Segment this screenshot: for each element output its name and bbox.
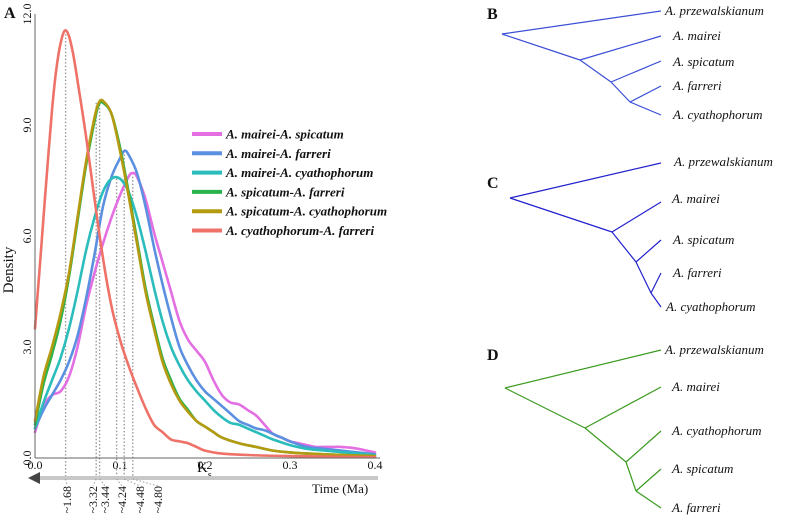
tree-branch	[584, 386, 662, 429]
tree-branch	[579, 35, 662, 61]
tree-tip-label: A. spicatum	[672, 54, 734, 69]
tree-branch	[504, 349, 662, 389]
tree-branch	[610, 81, 631, 103]
tree-tip-label: A. mairei	[671, 379, 720, 394]
tree-tip-label: A. farreri	[672, 78, 722, 93]
time-axis-arrowhead	[28, 472, 40, 484]
tree-c: C A. przewalskianum A. mairei A. spicatum A.…	[487, 154, 773, 314]
tree-tip-label: A. cyathophorum	[671, 423, 762, 438]
tree-tip-label: A. farreri	[672, 265, 722, 280]
time-label: ~4.48	[133, 486, 147, 514]
legend-entry: A. mairei-A. cyathophorum	[225, 165, 373, 180]
density-curve	[33, 29, 377, 459]
tree-branch	[501, 10, 662, 35]
time-axis-label: Time (Ma)	[312, 481, 368, 496]
tree-branch	[501, 33, 581, 61]
panel-label-a: A	[4, 5, 16, 22]
panel-label-d: D	[487, 347, 499, 364]
legend-entry: A. cyathophorum-A. farreri	[225, 223, 374, 238]
tree-tip-label: A. spicatum	[671, 461, 733, 476]
time-label-connector	[124, 478, 141, 487]
tree-tip-label: A. mairei	[672, 28, 721, 43]
tree-branch	[635, 261, 652, 294]
time-peak-labels: ~1.68 ~3.32~3.44 ~4.24 ~4.48 ~4.80	[60, 478, 165, 514]
tree-tip-label: A. cyathophorum	[665, 299, 756, 314]
panel-label-b: B	[487, 6, 498, 23]
time-label-connector	[99, 478, 106, 487]
tree-branch	[625, 461, 637, 492]
tree-branch	[610, 60, 662, 83]
time-axis	[28, 472, 378, 484]
time-label: ~3.32	[86, 486, 100, 514]
peak-dotted-lines	[64, 30, 134, 478]
tree-tip-label: A. spicatum	[672, 232, 734, 247]
x-tick-label: 0.1	[113, 458, 128, 472]
tree-b: B A. przewalskianum A. mairei A. spicatum A.…	[487, 3, 764, 122]
time-label: ~4.80	[151, 486, 165, 514]
legend-entry: A. spicatum-A. cyathophorum	[225, 204, 387, 219]
tree-tip-label: A. przewalskianum	[673, 154, 773, 169]
tree-tip-label: A. farreri	[671, 500, 721, 515]
x-tick-label: 0.2	[198, 458, 213, 472]
time-label-connector	[92, 478, 97, 487]
tree-branch	[650, 272, 662, 294]
tree-branch	[611, 231, 637, 263]
y-tick-label: 0.0	[20, 451, 34, 466]
tree-branch	[579, 59, 612, 83]
tree-tip-label: A. mairei	[671, 191, 720, 206]
density-curves	[33, 29, 377, 459]
density-curve	[33, 149, 377, 456]
tree-branch	[629, 85, 662, 103]
legend-entry: A. spicatum-A. farreri	[225, 184, 345, 199]
y-axis-label: Density	[1, 246, 17, 293]
tree-branch	[509, 162, 662, 199]
phylogenetic-trees: B A. przewalskianum A. mairei A. spicatum A.…	[487, 3, 773, 515]
x-axis-label: Ks	[197, 460, 212, 481]
tree-branch	[625, 430, 662, 463]
tree-branch	[635, 468, 662, 492]
panel-label-c: C	[487, 175, 499, 192]
tree-branch	[635, 239, 662, 263]
y-tick-label: 3.0	[20, 340, 34, 355]
legend: A. mairei-A. spicatum A. mairei-A. farrer…	[192, 127, 387, 238]
x-tick-labels: 0.0 0.1 0.2 0.3 0.4	[28, 458, 383, 472]
y-tick-label: 6.0	[20, 229, 34, 244]
x-tick-label: 0.3	[283, 458, 298, 472]
tree-branch	[635, 490, 662, 509]
y-tick-labels: 0.0 3.0 6.0 9.0 12.0	[20, 4, 34, 466]
time-label: ~4.24	[115, 486, 129, 514]
y-tick-label: 9.0	[20, 118, 34, 133]
tree-d: D A. przewalskianum A. mairei A. cyathophor…	[487, 342, 764, 515]
x-tick-label: 0.0	[28, 458, 43, 472]
time-label-connector	[116, 478, 123, 487]
x-tick-label: 0.4	[368, 458, 383, 472]
y-tick-label: 12.0	[20, 4, 34, 25]
tree-branch	[509, 197, 613, 233]
time-label: ~1.68	[60, 486, 74, 514]
x-axis-label-main: K	[197, 460, 208, 476]
density-curve	[33, 175, 377, 457]
tree-branch	[504, 387, 586, 429]
tree-tip-label: A. przewalskianum	[664, 342, 764, 357]
tree-branch	[584, 427, 627, 463]
time-label-connector	[132, 478, 159, 487]
tree-branch	[650, 292, 662, 308]
tree-tip-label: A. przewalskianum	[664, 3, 764, 18]
tree-branch	[611, 201, 662, 233]
time-label: ~3.44	[98, 486, 112, 514]
x-axis-label-subscript: s	[208, 470, 212, 481]
legend-entry: A. mairei-A. farreri	[225, 146, 331, 161]
tree-branch	[629, 101, 662, 116]
legend-entry: A. mairei-A. spicatum	[225, 127, 344, 142]
density-curve	[33, 98, 377, 458]
time-label-connector	[65, 478, 68, 487]
tree-tip-label: A. cyathophorum	[672, 107, 763, 122]
